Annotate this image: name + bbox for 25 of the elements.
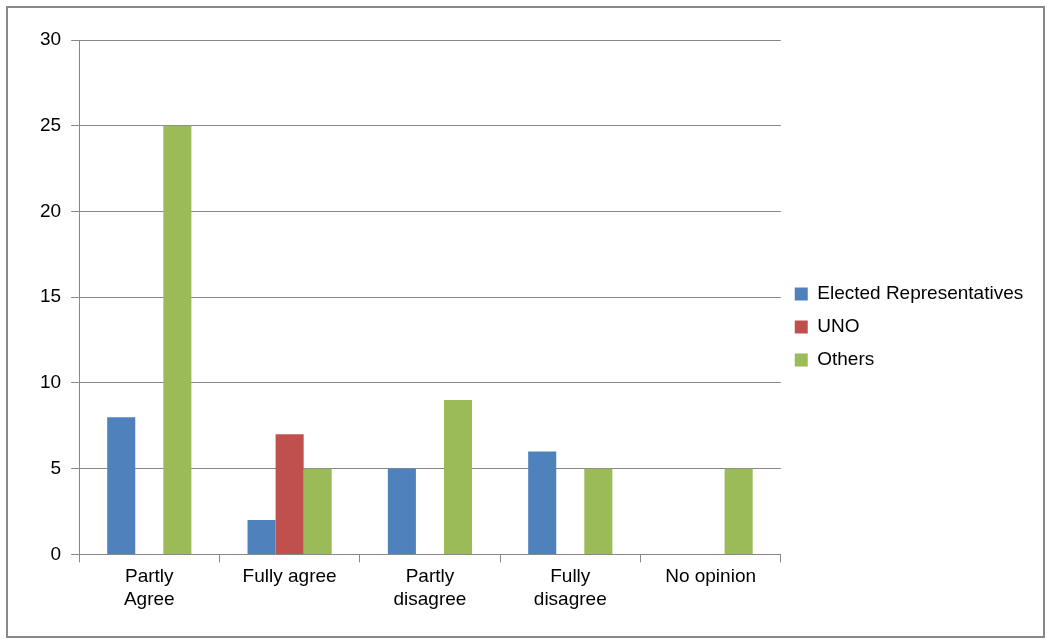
bar (107, 417, 136, 554)
bar (303, 468, 332, 554)
legend-label: Others (817, 348, 875, 370)
bar (724, 468, 753, 554)
y-tick-label: 30 (39, 28, 62, 50)
x-tick-label: Partly disagree (393, 565, 467, 609)
y-tick-label: 5 (50, 456, 62, 478)
bar (275, 434, 304, 554)
bar (528, 451, 557, 554)
y-tick-label: 25 (39, 113, 62, 135)
bar (163, 125, 192, 554)
x-tick-label: Partly Agree (123, 565, 175, 609)
legend-label: UNO (817, 315, 860, 337)
bar (584, 468, 613, 554)
y-tick-label: 15 (39, 285, 62, 307)
bar (443, 400, 473, 554)
y-tick-label: 0 (50, 542, 62, 564)
y-tick-label: 20 (39, 199, 62, 221)
legend-label: Elected Representatives (817, 282, 1024, 304)
x-tick-label: Fully disagree (533, 565, 607, 609)
bar (247, 520, 276, 554)
x-tick-label: No opinion (665, 565, 757, 587)
y-tick-label: 10 (39, 371, 62, 393)
x-tick-label: Fully agree (242, 565, 337, 587)
bar (387, 468, 416, 554)
